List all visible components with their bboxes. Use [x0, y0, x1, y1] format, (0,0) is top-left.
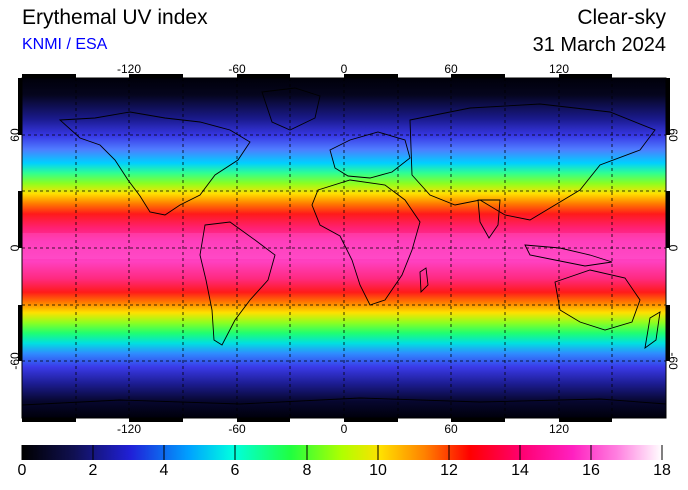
lat-label-left: 60: [8, 128, 22, 142]
lon-label-top: -60: [228, 62, 246, 76]
lon-label-bottom: 120: [548, 422, 570, 436]
colorbar-tick-label: 10: [369, 462, 387, 479]
frame-ticks: [18, 74, 670, 422]
colorbar-tick-label: 14: [511, 462, 529, 479]
lon-label-bottom: 60: [444, 422, 458, 436]
colorbar-tick-label: 16: [582, 462, 600, 479]
lon-label-top: 120: [548, 62, 570, 76]
lon-label-bottom: -120: [116, 422, 142, 436]
map-title: Erythemal UV index: [22, 6, 208, 29]
lat-label-left: -60: [8, 352, 22, 370]
lat-label-right: 0: [666, 244, 680, 252]
colorbar-tick-label: 8: [302, 462, 312, 479]
credit-label: KNMI / ESA: [22, 36, 108, 53]
colorbar-tick-label: 4: [159, 462, 169, 479]
colorbar-tick-label: 6: [230, 462, 240, 479]
lon-label-top: 0: [340, 62, 348, 76]
graticule: [22, 78, 666, 418]
lon-label-top: 60: [444, 62, 458, 76]
lon-label-bottom: -60: [228, 422, 246, 436]
lat-label-left: 0: [8, 244, 22, 252]
lat-label-right: 60: [666, 128, 680, 142]
colorbar-ticks: [21, 445, 663, 460]
colorbar: [22, 445, 662, 460]
date-label: 31 March 2024: [532, 34, 666, 56]
lat-label-right: -60: [666, 352, 680, 370]
lon-label-bottom: 0: [340, 422, 348, 436]
coastlines: [21, 87, 667, 406]
colorbar-tick-label: 0: [17, 462, 27, 479]
colorbar-tick-label: 2: [88, 462, 98, 479]
lon-label-top: -120: [116, 62, 142, 76]
sky-condition-label: Clear-sky: [577, 6, 666, 29]
colorbar-tick-label: 12: [440, 462, 458, 479]
colorbar-tick-label: 18: [653, 462, 671, 479]
